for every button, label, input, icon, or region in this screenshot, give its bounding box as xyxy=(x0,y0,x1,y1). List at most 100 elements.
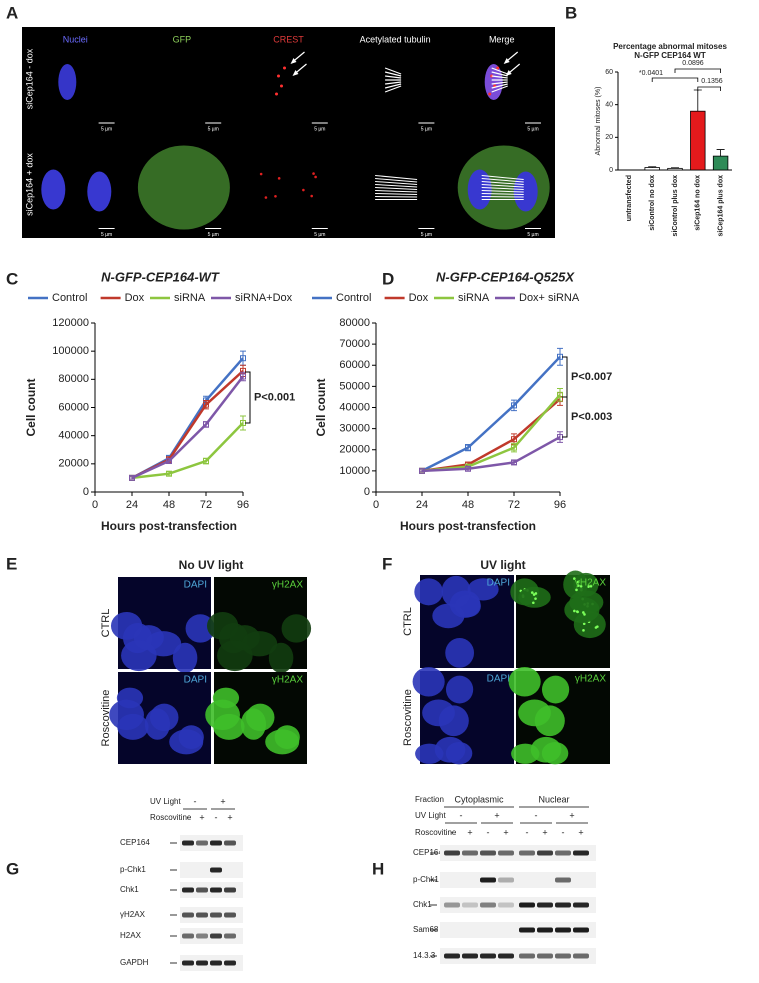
kinetochore xyxy=(312,172,315,175)
spindle xyxy=(481,196,524,198)
x-tick-label: siCep164 plus dox xyxy=(717,175,724,237)
x-tick-label: 24 xyxy=(126,499,138,511)
y-tick-label: 50000 xyxy=(339,380,370,392)
foci xyxy=(577,584,580,587)
foci xyxy=(587,585,590,588)
channel-label: γH2AX xyxy=(272,675,303,686)
band xyxy=(462,902,478,908)
condition-sign: - xyxy=(451,827,454,837)
panel-label: D xyxy=(382,269,394,288)
error-bar xyxy=(648,166,657,168)
band xyxy=(444,902,460,908)
x-tick-label: untransfected xyxy=(626,175,633,221)
error-bar xyxy=(511,399,517,412)
series-line xyxy=(421,355,561,472)
x-tick-label: 48 xyxy=(462,499,474,511)
blot-strip xyxy=(440,897,596,913)
spindle xyxy=(385,81,402,85)
nucleus xyxy=(240,708,267,740)
nucleus xyxy=(438,705,469,737)
condition-sign: - xyxy=(460,810,463,820)
series-line xyxy=(131,369,244,480)
condition-label: Roscovitine xyxy=(150,813,192,822)
y-axis-label: Cell count xyxy=(314,378,328,436)
band xyxy=(555,850,571,856)
legend-label: Dox xyxy=(125,292,145,304)
blot-label: Chk1 xyxy=(120,885,139,894)
scale-bar-label: 5 µm xyxy=(421,232,432,238)
fraction-name: Nuclear xyxy=(538,794,569,804)
point xyxy=(511,459,517,466)
p-value: *0.0401 xyxy=(639,70,663,77)
kinetochore xyxy=(277,74,280,78)
y-tick-label: 120000 xyxy=(52,317,89,329)
nucleus xyxy=(412,666,445,697)
condition-sign: - xyxy=(215,812,218,822)
nucleus xyxy=(117,713,149,740)
band xyxy=(444,850,460,856)
nucleus xyxy=(185,614,216,643)
band xyxy=(573,902,589,908)
y-tick-label: 0 xyxy=(609,167,613,174)
spindle xyxy=(481,190,524,193)
x-tick-label: 72 xyxy=(508,499,520,511)
kinetochore xyxy=(275,92,278,96)
spindle xyxy=(491,67,508,75)
channel-label: DAPI xyxy=(184,580,207,591)
channel-label: DAPI xyxy=(184,675,207,686)
blot-strip xyxy=(440,872,596,888)
band xyxy=(555,953,571,959)
x-axis-label: Hours post-transfection xyxy=(400,519,536,533)
nucleus xyxy=(213,713,245,740)
spindle xyxy=(375,196,418,198)
condition-sign: + xyxy=(467,827,472,837)
spindle xyxy=(481,187,524,190)
band xyxy=(537,953,553,959)
band xyxy=(498,850,514,856)
p-value: 0.0896 xyxy=(682,60,704,67)
y-tick-label: 10000 xyxy=(339,465,370,477)
blot-label: Chk1 xyxy=(413,900,432,909)
band xyxy=(182,887,194,893)
foci xyxy=(583,613,586,616)
nucleus xyxy=(541,742,569,765)
band xyxy=(196,840,208,846)
band xyxy=(498,902,514,908)
x-tick-label: siControl plus dox xyxy=(672,175,679,237)
band xyxy=(224,960,236,966)
row-label: siCep164 + dox xyxy=(24,153,34,216)
band xyxy=(196,887,208,893)
arrow-head xyxy=(503,58,510,64)
nucleus xyxy=(116,687,144,709)
panel-title: No UV light xyxy=(179,558,244,572)
scale-bar-label: 5 µm xyxy=(314,232,325,238)
point xyxy=(511,444,517,451)
chart-subtitle: N-GFP CEP164 WT xyxy=(634,51,706,60)
legend-label: siRNA xyxy=(174,292,206,304)
y-tick-label: 20000 xyxy=(58,458,89,470)
nucleus xyxy=(467,169,492,210)
nucleus xyxy=(414,578,443,606)
scale-bar-label: 5 µm xyxy=(101,232,112,238)
condition-sign: - xyxy=(194,796,197,806)
nucleus xyxy=(484,64,503,100)
x-tick-label: 48 xyxy=(163,499,175,511)
foci xyxy=(532,601,535,605)
legend-label: Control xyxy=(52,292,87,304)
condition-sign: + xyxy=(503,827,508,837)
condition-label: UV Light xyxy=(150,797,181,806)
band xyxy=(480,902,496,908)
spindle xyxy=(375,181,418,185)
x-tick-label: siCep164 no dox xyxy=(695,175,702,231)
arrow-head xyxy=(292,70,299,76)
p-value: 0.1356 xyxy=(701,78,723,85)
y-tick-label: 0 xyxy=(364,486,370,498)
kinetochore xyxy=(283,66,286,70)
error-bar xyxy=(557,347,563,366)
nucleus xyxy=(41,169,66,210)
band xyxy=(519,902,535,908)
kinetochore xyxy=(280,84,283,88)
kinetochore xyxy=(496,66,500,70)
band xyxy=(537,927,553,933)
scale-bar-label: 5 µm xyxy=(527,232,538,238)
